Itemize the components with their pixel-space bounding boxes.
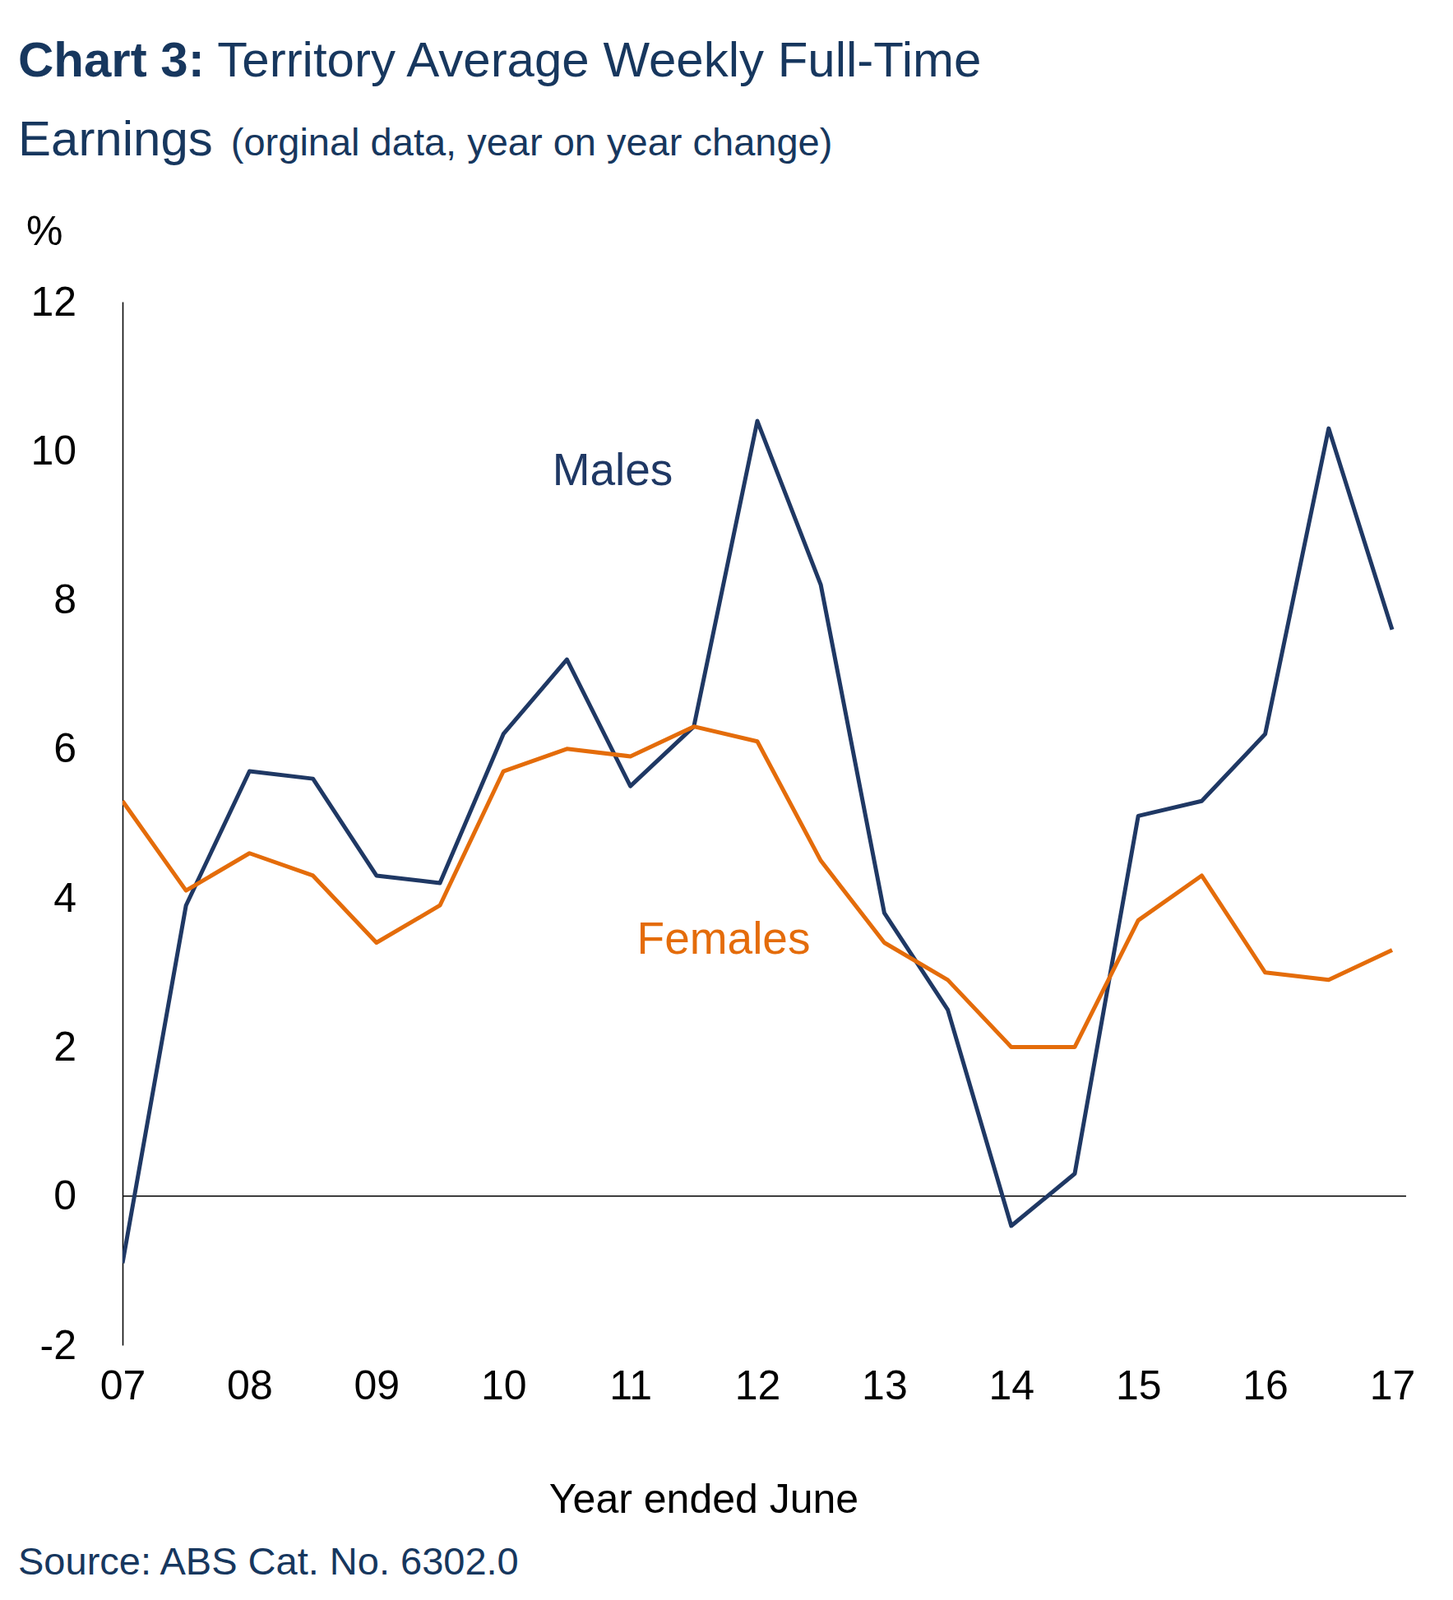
title: Chart 3: Territory Average Weekly Full-T…	[18, 32, 982, 88]
y-tick-label: 0	[53, 1172, 77, 1219]
series-line	[122, 726, 1393, 1048]
lines	[122, 421, 1393, 1264]
x-tick-label: 08	[226, 1362, 274, 1409]
x-tick: 17	[1369, 1345, 1416, 1409]
x-tick-label: 09	[353, 1362, 400, 1409]
x-tick: 09	[353, 1345, 400, 1409]
y-tick-label: -2	[40, 1322, 77, 1369]
x-tick: 13	[861, 1345, 908, 1409]
y-tick-label: 12	[30, 278, 77, 325]
subtitle: (orginal data, year on year change)	[231, 120, 833, 164]
x-tick-label: 16	[1242, 1362, 1289, 1409]
x-tick: 07	[100, 1345, 147, 1409]
y-tick: 10	[30, 427, 123, 474]
x-tick-label: 10	[481, 1362, 528, 1409]
x-tick: 12	[735, 1345, 782, 1409]
title-text: Earnings	[18, 111, 213, 167]
x-axis: 07 08 09 10 11 12 13 14 15 16 17	[100, 1345, 1416, 1409]
title-line-2: Earnings (orginal data, year on year chan…	[18, 111, 833, 167]
x-tick-label: 07	[100, 1362, 147, 1409]
series-label: Females	[637, 912, 811, 964]
y-tick-label: 4	[53, 874, 77, 921]
y-axis-line	[122, 302, 125, 1347]
y-tick: -2	[40, 1322, 123, 1369]
title-bold: Chart 3:	[18, 32, 205, 88]
y-tick-label: 8	[53, 576, 77, 623]
x-tick-label: 13	[861, 1362, 908, 1409]
series-line	[122, 421, 1393, 1264]
x-tick: 15	[1115, 1345, 1162, 1409]
zero-line	[122, 1195, 1407, 1198]
y-tick: 2	[53, 1023, 123, 1070]
x-tick: 10	[481, 1345, 528, 1409]
y-tick-label: 2	[53, 1023, 77, 1070]
y-tick: 4	[53, 874, 123, 921]
x-tick: 16	[1242, 1345, 1289, 1409]
x-tick-label: 11	[609, 1362, 653, 1409]
y-tick-label: 10	[30, 427, 77, 474]
x-tick: 11	[609, 1345, 653, 1409]
x-label: Year ended June	[549, 1476, 859, 1523]
y-label: %	[26, 208, 63, 255]
x-tick-label: 15	[1115, 1362, 1162, 1409]
source: Source: ABS Cat. No. 6302.0	[18, 1539, 519, 1583]
x-tick: 08	[226, 1345, 274, 1409]
title-text: Territory Average Weekly Full-Time	[204, 32, 982, 88]
series-label: Males	[552, 444, 674, 496]
y-tick: 8	[53, 576, 123, 623]
x-tick-label: 17	[1369, 1362, 1416, 1409]
y-tick: 12	[30, 278, 123, 325]
y-tick: 0	[53, 1172, 123, 1219]
x-tick: 14	[988, 1345, 1035, 1409]
y-tick: 6	[53, 725, 123, 772]
x-tick-label: 12	[735, 1362, 782, 1409]
chart: Chart 3: Territory Average Weekly Full-T…	[0, 0, 1453, 1600]
y-axis: -2 0 2 4 6 8 10 12	[30, 278, 123, 1369]
y-tick-label: 6	[53, 725, 77, 772]
x-tick-label: 14	[988, 1362, 1035, 1409]
